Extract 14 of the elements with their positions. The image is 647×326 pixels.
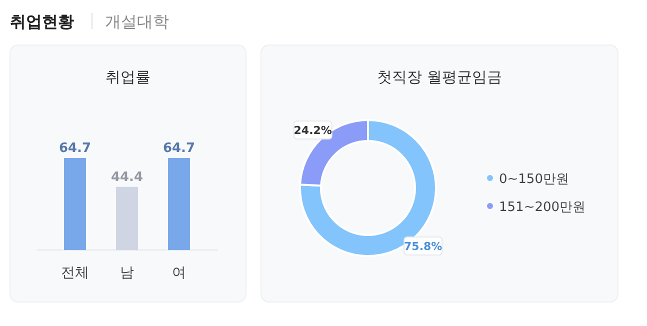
- chart-title: 첫직장 월평균임금: [377, 68, 502, 86]
- legend-label: 151~200만원: [499, 200, 586, 215]
- data-label: 64.7: [58, 141, 92, 156]
- data-label: 24.2%: [294, 124, 332, 138]
- data-label: 44.4: [110, 170, 144, 185]
- text: 개설대학: [105, 12, 169, 31]
- chart-title: 취업률: [106, 68, 150, 86]
- data-label: 64.7: [162, 141, 196, 156]
- legend-label: 0~150만원: [499, 172, 569, 187]
- text: 취업현황: [10, 12, 74, 31]
- x-tick-label: 여: [172, 265, 186, 281]
- x-tick-label: 전체: [61, 265, 89, 281]
- data-label: 75.8%: [404, 240, 442, 253]
- x-tick-label: 남: [120, 265, 134, 281]
